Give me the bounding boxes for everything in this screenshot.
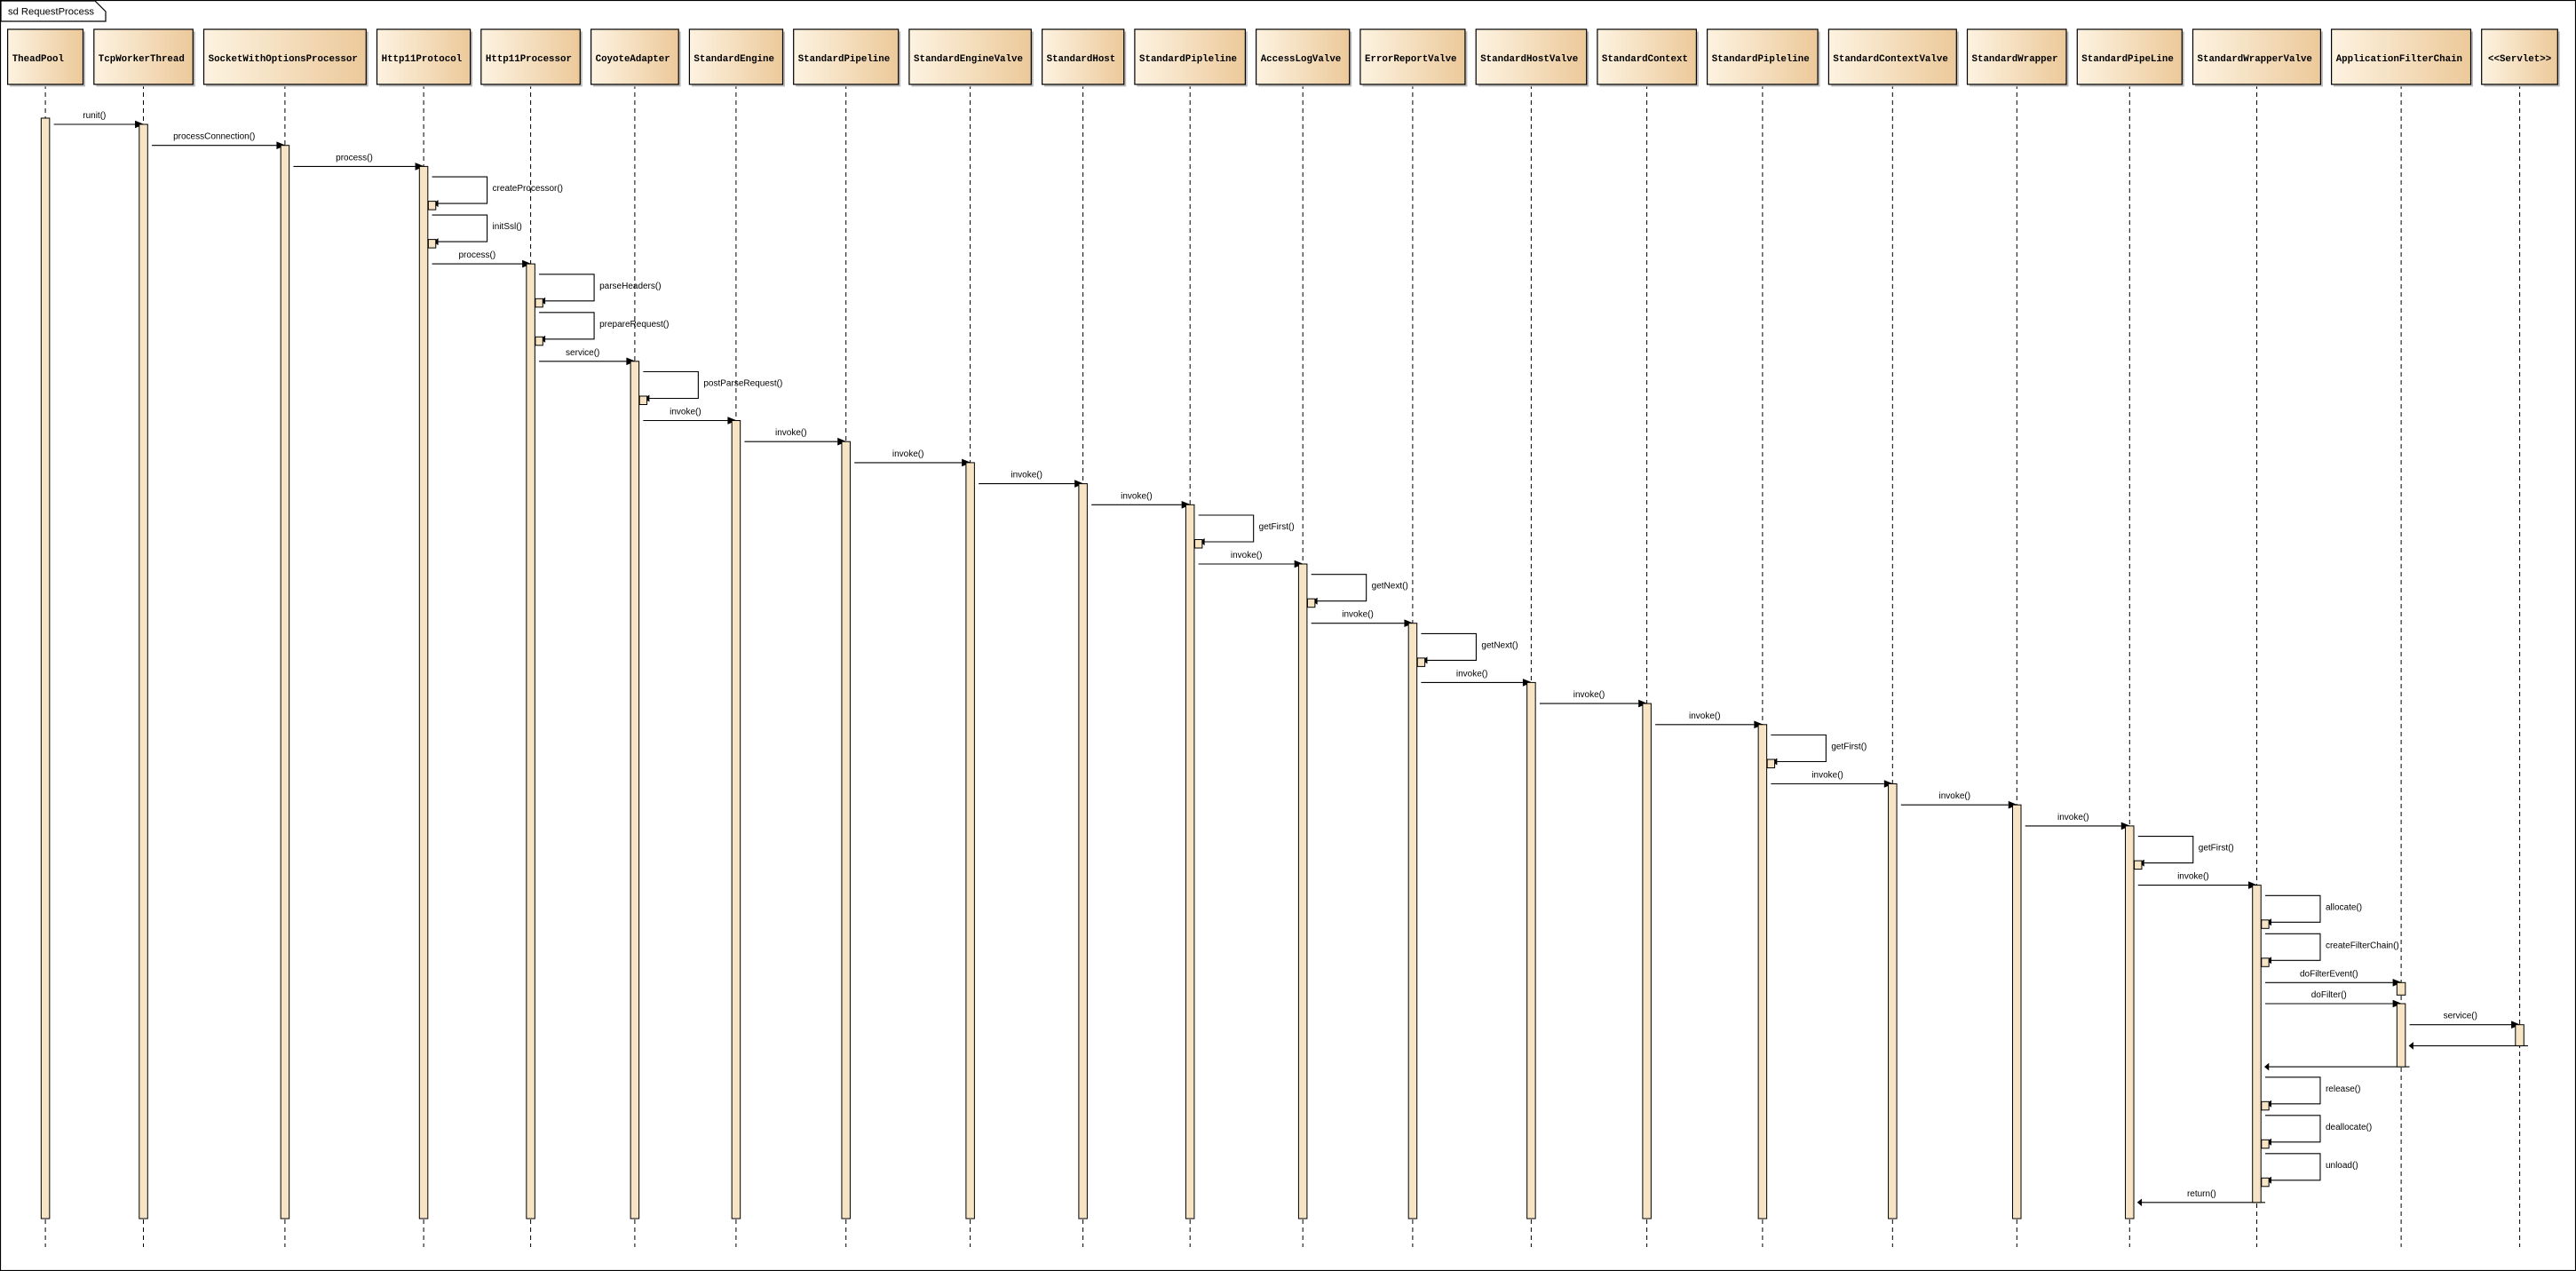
svg-text:service(): service() bbox=[566, 348, 599, 358]
svg-text:invoke(): invoke() bbox=[775, 428, 807, 438]
svg-text:doFilterEvent(): doFilterEvent() bbox=[2300, 969, 2358, 979]
svg-text:Http11Protocol: Http11Protocol bbox=[382, 54, 463, 65]
svg-text:TheadPool: TheadPool bbox=[12, 54, 65, 65]
svg-text:invoke(): invoke() bbox=[1342, 610, 1374, 620]
svg-text:createProcessor(): createProcessor() bbox=[493, 184, 563, 194]
svg-text:getNext(): getNext() bbox=[1372, 582, 1408, 592]
svg-text:invoke(): invoke() bbox=[1231, 551, 1263, 560]
svg-text:service(): service() bbox=[2444, 1012, 2477, 1021]
svg-text:StandardPipleline: StandardPipleline bbox=[1712, 54, 1810, 65]
svg-text:StandardEngine: StandardEngine bbox=[694, 54, 774, 65]
svg-text:invoke(): invoke() bbox=[2057, 813, 2089, 822]
svg-text:StandardWrapperValve: StandardWrapperValve bbox=[2198, 54, 2312, 65]
svg-text:invoke(): invoke() bbox=[892, 449, 924, 459]
svg-text:sd RequestProcess: sd RequestProcess bbox=[8, 7, 94, 18]
svg-text:initSsl(): initSsl() bbox=[493, 222, 522, 232]
svg-text:getFirst(): getFirst() bbox=[1259, 522, 1295, 532]
svg-text:postParseRequest(): postParseRequest() bbox=[703, 379, 782, 389]
svg-text:Http11Processor: Http11Processor bbox=[486, 54, 572, 65]
svg-text:parseHeaders(): parseHeaders() bbox=[599, 282, 661, 291]
svg-text:allocate(): allocate() bbox=[2326, 902, 2362, 912]
svg-text:invoke(): invoke() bbox=[1939, 791, 1971, 801]
svg-text:release(): release() bbox=[2326, 1084, 2360, 1094]
svg-text:process(): process() bbox=[336, 153, 373, 163]
svg-text:CoyoteAdapter: CoyoteAdapter bbox=[596, 54, 670, 65]
svg-text:ApplicationFilterChain: ApplicationFilterChain bbox=[2336, 54, 2462, 65]
svg-text:StandardHost: StandardHost bbox=[1047, 54, 1116, 65]
svg-text:StandardContextValve: StandardContextValve bbox=[1833, 54, 1947, 65]
svg-text:invoke(): invoke() bbox=[2177, 872, 2209, 882]
svg-text:StandardContext: StandardContext bbox=[1602, 54, 1688, 65]
svg-text:invoke(): invoke() bbox=[1011, 471, 1042, 481]
svg-text:invoke(): invoke() bbox=[1121, 491, 1153, 501]
svg-text:StandardPipleline: StandardPipleline bbox=[1139, 54, 1237, 65]
svg-text:runit(): runit() bbox=[83, 111, 106, 121]
svg-text:StandardHostValve: StandardHostValve bbox=[1480, 54, 1578, 65]
svg-text:invoke(): invoke() bbox=[1811, 771, 1843, 781]
svg-text:SocketWithOptionsProcessor: SocketWithOptionsProcessor bbox=[209, 54, 358, 65]
svg-text:getFirst(): getFirst() bbox=[1831, 743, 1867, 752]
svg-text:prepareRequest(): prepareRequest() bbox=[599, 320, 669, 330]
svg-text:<<Servlet>>: <<Servlet>> bbox=[2488, 54, 2551, 65]
svg-text:TcpWorkerThread: TcpWorkerThread bbox=[99, 54, 185, 65]
svg-text:return(): return() bbox=[2187, 1189, 2216, 1199]
svg-text:getFirst(): getFirst() bbox=[2199, 844, 2234, 854]
svg-text:invoke(): invoke() bbox=[1456, 669, 1488, 679]
svg-text:createFilterChain(): createFilterChain() bbox=[2326, 941, 2399, 950]
svg-text:deallocate(): deallocate() bbox=[2326, 1123, 2372, 1132]
svg-text:StandardEngineValve: StandardEngineValve bbox=[914, 54, 1023, 65]
svg-text:StandardWrapper: StandardWrapper bbox=[1972, 54, 2058, 65]
svg-text:doFilter(): doFilter() bbox=[2311, 990, 2347, 1000]
svg-text:AccessLogValve: AccessLogValve bbox=[1261, 54, 1342, 65]
svg-text:StandardPipeline: StandardPipeline bbox=[798, 54, 891, 65]
svg-text:processConnection(): processConnection() bbox=[173, 132, 255, 142]
svg-text:StandardPipeLine: StandardPipeLine bbox=[2081, 54, 2174, 65]
svg-text:ErrorReportValve: ErrorReportValve bbox=[1365, 54, 1457, 65]
svg-text:invoke(): invoke() bbox=[1689, 711, 1721, 721]
svg-text:unload(): unload() bbox=[2326, 1161, 2358, 1171]
svg-text:process(): process() bbox=[458, 250, 495, 260]
svg-text:invoke(): invoke() bbox=[1573, 690, 1605, 700]
svg-text:getNext(): getNext() bbox=[1481, 640, 1518, 650]
svg-text:invoke(): invoke() bbox=[670, 408, 701, 417]
